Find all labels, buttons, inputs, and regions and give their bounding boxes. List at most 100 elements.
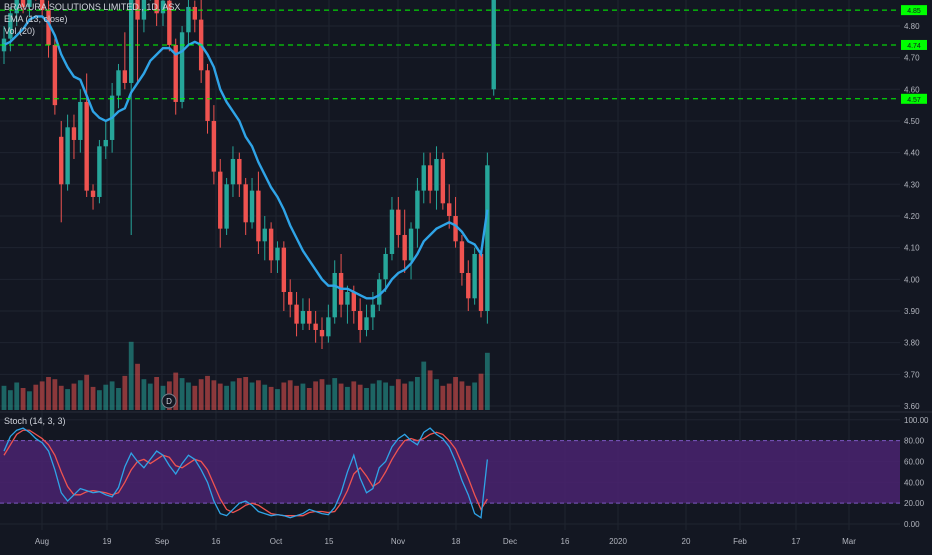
price-axis-tick: 4.20 xyxy=(904,212,920,221)
volume-bar xyxy=(97,390,102,410)
candle-body xyxy=(52,44,58,106)
volume-legend[interactable]: Vol (20) xyxy=(4,26,36,36)
volume-bar xyxy=(243,377,249,410)
candle-body xyxy=(294,304,299,324)
dividend-marker-circle[interactable] xyxy=(161,393,177,409)
candle-body xyxy=(46,10,51,45)
candle-body xyxy=(205,70,210,121)
price-level-label-box xyxy=(901,39,927,50)
volume-bar xyxy=(249,382,255,410)
candle-body xyxy=(364,317,369,330)
symbol-title[interactable]: BRAVURA SOLUTIONS LIMITED., 1D, ASX xyxy=(4,2,181,12)
price-level-label: 4.74 xyxy=(907,43,921,50)
candle-body xyxy=(20,0,26,7)
candle-body xyxy=(8,13,13,39)
price-level-label-box xyxy=(901,93,927,104)
stoch-d-line xyxy=(3,429,488,517)
candle-body xyxy=(326,317,331,337)
volume-bar xyxy=(39,381,45,410)
candle-body xyxy=(179,32,185,102)
volume-bar xyxy=(122,375,128,410)
candle-body xyxy=(90,190,96,197)
price-axis-tick: 4.80 xyxy=(904,22,920,31)
volume-bar xyxy=(287,380,293,410)
volume-bar xyxy=(357,384,363,410)
price-lines-layer: 5.395.265.124.984.854.744.57 xyxy=(0,5,927,104)
candle-body xyxy=(27,0,32,7)
price-axis-tick: 4.60 xyxy=(904,85,920,94)
volume-bar xyxy=(27,391,32,410)
volume-bar xyxy=(90,386,96,410)
time-axis-tick: 18 xyxy=(452,537,461,546)
time-axis-tick: 15 xyxy=(325,537,334,546)
candle-body xyxy=(78,101,83,140)
price-axis-tick: 3.90 xyxy=(904,307,920,316)
volume-bar xyxy=(421,361,427,410)
volume-bar xyxy=(465,385,471,410)
candle-body xyxy=(256,190,261,242)
volume-bar xyxy=(332,378,338,410)
candle-body xyxy=(307,310,312,324)
time-axis-tick: 20 xyxy=(682,537,691,546)
volume-bar xyxy=(472,382,478,410)
price-axis-tick: 4.40 xyxy=(904,149,920,158)
volume-bar xyxy=(383,382,388,410)
candle-body xyxy=(485,165,490,311)
price-axis-tick: 4.50 xyxy=(904,117,920,126)
volume-bar xyxy=(128,341,134,410)
candle-layer xyxy=(1,0,496,349)
volume-bar xyxy=(77,380,83,410)
stoch-legend[interactable]: Stoch (14, 3, 3) xyxy=(4,416,66,426)
candle-body xyxy=(237,158,242,185)
candle-body xyxy=(300,310,306,324)
stoch-layer xyxy=(3,427,489,519)
volume-bar xyxy=(186,382,191,410)
candle-body xyxy=(345,291,350,305)
candle-body xyxy=(97,146,102,197)
candle-body xyxy=(377,279,382,305)
candle-body xyxy=(173,44,178,102)
time-axis-tick: Aug xyxy=(35,537,49,546)
candle-body xyxy=(167,0,172,45)
candle-body xyxy=(427,165,433,191)
candle-body xyxy=(268,228,274,261)
volume-bar xyxy=(313,381,319,410)
volume-bar xyxy=(306,388,312,410)
stoch-axis-tick: 80.00 xyxy=(904,437,925,446)
stoch-axis-tick: 40.00 xyxy=(904,478,925,487)
price-axis-tick: 4.00 xyxy=(904,275,920,284)
volume-bar xyxy=(46,377,51,410)
price-axis-tick: 3.60 xyxy=(904,402,920,411)
volume-bar xyxy=(141,379,147,410)
candle-body xyxy=(122,70,128,83)
ema-legend[interactable]: EMA (13, close) xyxy=(4,14,68,24)
candle-body xyxy=(14,0,19,14)
volume-bar xyxy=(147,383,153,410)
candle-body xyxy=(453,215,458,242)
volume-bar xyxy=(256,380,261,410)
ema-line xyxy=(3,15,489,300)
time-axis-tick: 16 xyxy=(212,537,221,546)
volume-bar xyxy=(1,385,7,410)
candle-body xyxy=(129,0,134,83)
candle-body xyxy=(281,247,287,292)
time-axis-tick: 17 xyxy=(792,537,801,546)
candle-body xyxy=(389,209,395,254)
volume-bar xyxy=(434,379,439,410)
volume-bar xyxy=(402,383,408,410)
candle-body xyxy=(370,304,376,318)
time-axis-tick: 2020 xyxy=(609,537,627,546)
dividend-marker[interactable]: D xyxy=(161,393,177,409)
volume-bar xyxy=(236,378,242,410)
volume-bar xyxy=(294,385,299,410)
volume-bar xyxy=(364,388,369,410)
volume-bar xyxy=(338,383,344,410)
volume-bar xyxy=(71,383,77,410)
candle-body xyxy=(218,171,223,229)
candle-body xyxy=(243,184,248,223)
time-axis-tick: 16 xyxy=(561,537,570,546)
time-axis-tick: Dec xyxy=(503,537,517,546)
volume-bar xyxy=(275,389,280,410)
